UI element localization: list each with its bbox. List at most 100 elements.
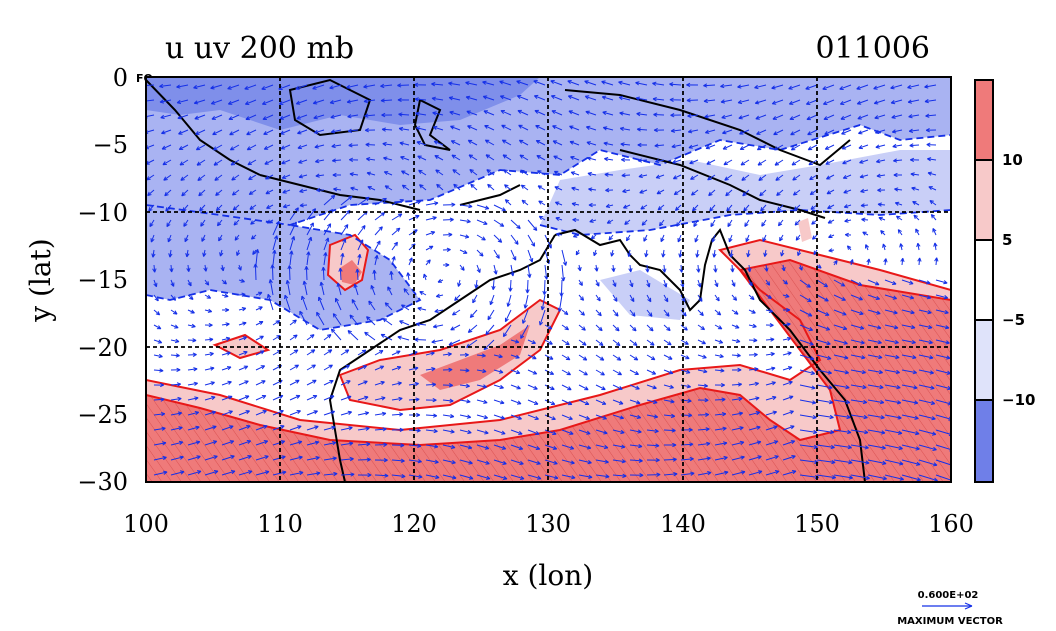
wind-vector [451, 309, 461, 316]
wind-vector [467, 324, 478, 333]
wind-vector [561, 354, 571, 361]
wind-vector [250, 234, 257, 240]
wind-vector [629, 279, 634, 288]
wind-vector [680, 339, 689, 345]
wind-vector [504, 309, 512, 323]
wind-vector [636, 127, 648, 132]
wind-vector [843, 204, 852, 209]
wind-vector [833, 309, 847, 316]
x-tick-3: 130 [525, 510, 571, 538]
wind-vector [159, 83, 172, 89]
wind-vector [731, 324, 740, 329]
wind-vector [629, 324, 637, 332]
wind-vector [918, 324, 933, 330]
wind-vector [765, 470, 780, 476]
wind-vector [504, 199, 512, 206]
wind-vector [643, 234, 648, 242]
wind-vector [713, 264, 718, 273]
wind-vector [519, 154, 529, 161]
x-axis: 100 110 120 130 140 150 160 x (lon) [123, 510, 974, 592]
wind-vector [442, 202, 456, 207]
wind-vector [454, 294, 461, 301]
wind-vector [555, 216, 563, 221]
wind-vector [900, 257, 905, 266]
wind-vector [493, 459, 507, 465]
wind-vector [510, 249, 517, 261]
wind-vector [791, 159, 801, 166]
wind-vector [646, 354, 656, 361]
wind-vector [544, 384, 555, 390]
wind-vector [578, 429, 591, 435]
wind-vector [149, 219, 155, 228]
wind-vector [629, 339, 638, 346]
wind-vector [731, 411, 744, 416]
wind-vector [153, 441, 167, 446]
wind-vector [859, 174, 869, 179]
wind-vector [363, 98, 376, 104]
wind-vector [776, 189, 784, 196]
wind-vector [866, 258, 871, 266]
wind-vector [561, 384, 572, 391]
wind-vector [644, 249, 649, 258]
wind-vector [653, 127, 665, 133]
wind-vector [697, 471, 712, 476]
wind-vector [221, 395, 233, 401]
wind-vector [850, 444, 869, 450]
wind-vector [669, 82, 682, 87]
wind-vector [816, 459, 836, 465]
colorbar-segment-3 [975, 240, 993, 320]
wind-vector [619, 111, 631, 116]
wind-vector [340, 441, 354, 446]
wind-vector [425, 231, 436, 236]
wind-vector [187, 294, 194, 300]
wind-vector [374, 473, 389, 478]
wind-vector [499, 95, 512, 101]
wind-vector [893, 158, 903, 163]
wind-vector [677, 234, 682, 243]
wind-vector [911, 186, 920, 191]
wind-vector [214, 174, 223, 181]
wind-vector [255, 249, 260, 266]
wind-vector [628, 264, 633, 273]
wind-vector [748, 455, 762, 461]
wind-vector [353, 283, 359, 296]
wind-vector [166, 219, 172, 228]
wind-vector [297, 144, 308, 150]
wind-vector [846, 245, 852, 251]
wind-vector [179, 159, 189, 166]
wind-vector [357, 225, 366, 236]
wind-vector [459, 459, 473, 465]
wind-vector [671, 144, 682, 149]
wind-vector [748, 411, 761, 416]
wind-vector [739, 129, 750, 135]
wind-vector [748, 470, 763, 476]
wind-vector [384, 185, 393, 191]
wind-vector [459, 219, 471, 224]
wind-vector [403, 288, 410, 296]
wind-vector [918, 414, 936, 421]
wind-vector [705, 144, 716, 150]
wind-vector [833, 414, 851, 420]
wind-vector [272, 470, 287, 476]
wind-vector [740, 159, 750, 166]
wind-vector [493, 414, 506, 420]
wind-vector [323, 223, 332, 236]
wind-vector [442, 367, 453, 372]
wind-vector [654, 143, 665, 148]
wind-vector [764, 264, 769, 272]
wind-vector [629, 458, 643, 463]
wind-vector [867, 309, 881, 315]
wind-vector [302, 280, 308, 296]
wind-vector [187, 323, 196, 328]
wind-vector [720, 99, 733, 104]
wind-vector [728, 234, 733, 243]
wind-vector [164, 189, 172, 197]
wind-vector [295, 84, 308, 90]
wind-vector [516, 80, 529, 86]
wind-vector [816, 354, 832, 360]
wind-vector [406, 272, 411, 281]
wind-vector [295, 99, 308, 105]
wind-vector [867, 369, 883, 375]
wind-vector [676, 219, 682, 227]
wind-vector [425, 201, 439, 206]
